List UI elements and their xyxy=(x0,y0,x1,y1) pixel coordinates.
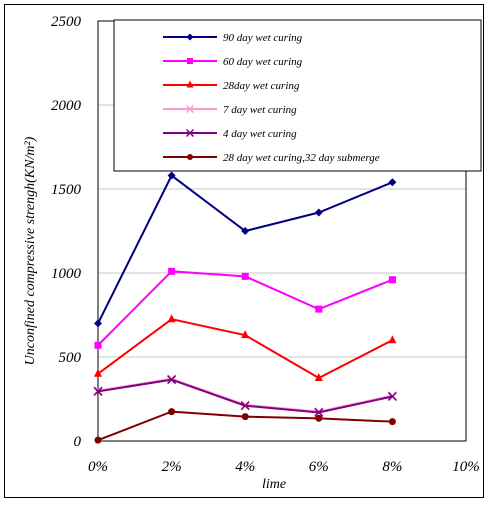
legend-item: 90 day wet curing xyxy=(163,32,303,44)
x-axis-title: lime xyxy=(262,477,286,492)
marker-circle xyxy=(168,408,176,416)
legend-label: 28day wet curing xyxy=(223,80,300,92)
y-tick-label: 2000 xyxy=(51,98,82,114)
marker-diamond xyxy=(167,171,176,180)
legend-label: 60 day wet curing xyxy=(223,56,303,68)
y-tick-label: 1000 xyxy=(51,266,82,282)
x-tick-label: 6% xyxy=(309,459,329,475)
legend: 90 day wet curing 60 day wet curing 28day … xyxy=(113,19,482,172)
series-4-day-wet-curing xyxy=(93,375,397,417)
series-60-day-wet-curing xyxy=(94,267,396,349)
series-line xyxy=(97,318,393,380)
marker-diamond xyxy=(94,319,102,328)
marker-diamond xyxy=(314,208,323,217)
x-tick-label: 2% xyxy=(162,459,182,475)
marker-triangle xyxy=(186,80,194,88)
marker-circle xyxy=(241,413,249,421)
marker-x xyxy=(167,375,177,385)
marker-x xyxy=(185,104,195,114)
x-axis-ticks: 0% 2% 4% 6% 8% 10% xyxy=(88,459,480,475)
y-tick-label: 2500 xyxy=(51,14,82,30)
series-28-day-wet-curing-32-day-submerge xyxy=(94,408,396,444)
marker-triangle xyxy=(94,368,102,377)
legend-item: 28 day wet curing,32 day submerge xyxy=(163,152,380,164)
marker-triangle xyxy=(241,330,250,339)
marker-circle xyxy=(94,436,102,444)
marker-triangle xyxy=(314,373,323,381)
series-90-day-wet-curing xyxy=(94,171,397,328)
marker-x xyxy=(93,386,103,396)
x-tick-label: 8% xyxy=(382,459,402,475)
y-tick-label: 1500 xyxy=(51,182,82,198)
marker-diamond xyxy=(388,178,397,187)
legend-item: 7 day wet curing xyxy=(163,104,297,116)
marker-diamond xyxy=(186,33,194,41)
x-tick-label: 4% xyxy=(235,459,255,475)
y-tick-label: 500 xyxy=(59,350,82,366)
marker-diamond xyxy=(241,227,250,235)
legend-item: 28day wet curing xyxy=(163,80,300,92)
marker-square xyxy=(94,341,102,349)
legend-label: 4 day wet curing xyxy=(223,128,297,140)
y-axis-ticks: 0 500 1000 1500 2000 2500 xyxy=(51,14,82,450)
series-28day-wet-curing xyxy=(94,314,397,381)
marker-square xyxy=(241,272,249,280)
marker-triangle xyxy=(167,314,176,323)
marker-x xyxy=(185,128,195,138)
marker-triangle xyxy=(388,335,397,344)
marker-circle xyxy=(315,414,323,422)
legend-item: 4 day wet curing xyxy=(163,128,297,140)
marker-x xyxy=(387,391,397,402)
marker-circle xyxy=(187,154,193,160)
marker-x xyxy=(314,407,324,417)
legend-label: 28 day wet curing,32 day submerge xyxy=(223,152,380,164)
legend-label: 90 day wet curing xyxy=(223,32,303,44)
marker-x xyxy=(240,401,250,411)
series-line xyxy=(97,378,393,414)
x-tick-label: 10% xyxy=(452,459,480,475)
x-tick-label: 0% xyxy=(88,459,108,475)
marker-square xyxy=(315,305,323,313)
legend-box xyxy=(113,19,482,172)
legend-label: 7 day wet curing xyxy=(223,104,297,116)
series-group xyxy=(93,171,397,444)
legend-item: 60 day wet curing xyxy=(163,56,303,68)
y-axis-title: Unconfined compressive strengh(KN/m²) xyxy=(23,136,38,365)
marker-square xyxy=(187,58,193,64)
y-tick-label: 0 xyxy=(74,434,82,450)
marker-square xyxy=(388,276,396,284)
marker-square xyxy=(168,267,176,275)
marker-circle xyxy=(388,418,396,426)
series-7-day-wet-curing xyxy=(93,374,397,417)
